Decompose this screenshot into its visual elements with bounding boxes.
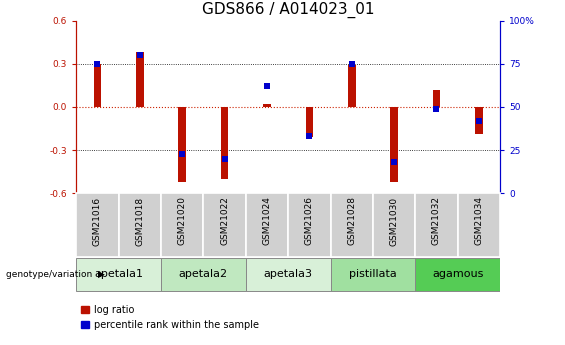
Point: [432, 106, 441, 111]
Bar: [94, 64, 101, 107]
Bar: [458, 193, 500, 257]
Bar: [415, 193, 458, 257]
Text: GSM21022: GSM21022: [220, 196, 229, 245]
Bar: [331, 258, 415, 291]
Bar: [288, 193, 331, 257]
Bar: [203, 193, 246, 257]
Point: [177, 151, 186, 156]
Bar: [415, 258, 500, 291]
Bar: [161, 258, 246, 291]
Point: [93, 61, 102, 67]
Text: apetala3: apetala3: [264, 269, 312, 279]
Point: [305, 134, 314, 139]
Text: apetala1: apetala1: [94, 269, 143, 279]
Bar: [119, 193, 161, 257]
Text: GSM21034: GSM21034: [475, 196, 483, 245]
Legend: log ratio, percentile rank within the sample: log ratio, percentile rank within the sa…: [81, 305, 259, 330]
Bar: [390, 107, 398, 182]
Bar: [76, 193, 119, 257]
Text: apetala2: apetala2: [179, 269, 228, 279]
Bar: [221, 107, 228, 179]
Text: GSM21018: GSM21018: [136, 196, 144, 246]
Text: GSM21028: GSM21028: [347, 196, 356, 245]
Text: GSM21016: GSM21016: [93, 196, 102, 246]
Bar: [348, 65, 355, 107]
Bar: [76, 258, 161, 291]
Bar: [263, 104, 271, 107]
Text: GSM21026: GSM21026: [305, 196, 314, 245]
Bar: [475, 107, 483, 134]
Title: GDS866 / A014023_01: GDS866 / A014023_01: [202, 2, 375, 18]
Point: [474, 118, 483, 124]
Bar: [373, 193, 415, 257]
Text: GSM21024: GSM21024: [263, 196, 271, 245]
Bar: [433, 90, 440, 107]
Text: GSM21032: GSM21032: [432, 196, 441, 245]
Bar: [179, 107, 186, 182]
Text: GSM21030: GSM21030: [390, 196, 398, 246]
Text: GSM21020: GSM21020: [178, 196, 186, 245]
Bar: [246, 258, 331, 291]
Text: agamous: agamous: [432, 269, 483, 279]
Point: [389, 159, 398, 165]
Text: genotype/variation  ▶: genotype/variation ▶: [6, 270, 105, 279]
Point: [262, 83, 271, 89]
Bar: [306, 107, 313, 137]
Bar: [246, 193, 288, 257]
Point: [136, 52, 145, 58]
Bar: [136, 52, 144, 107]
Point: [220, 156, 229, 161]
Bar: [161, 193, 203, 257]
Bar: [331, 193, 373, 257]
Point: [347, 61, 356, 67]
Text: pistillata: pistillata: [349, 269, 397, 279]
